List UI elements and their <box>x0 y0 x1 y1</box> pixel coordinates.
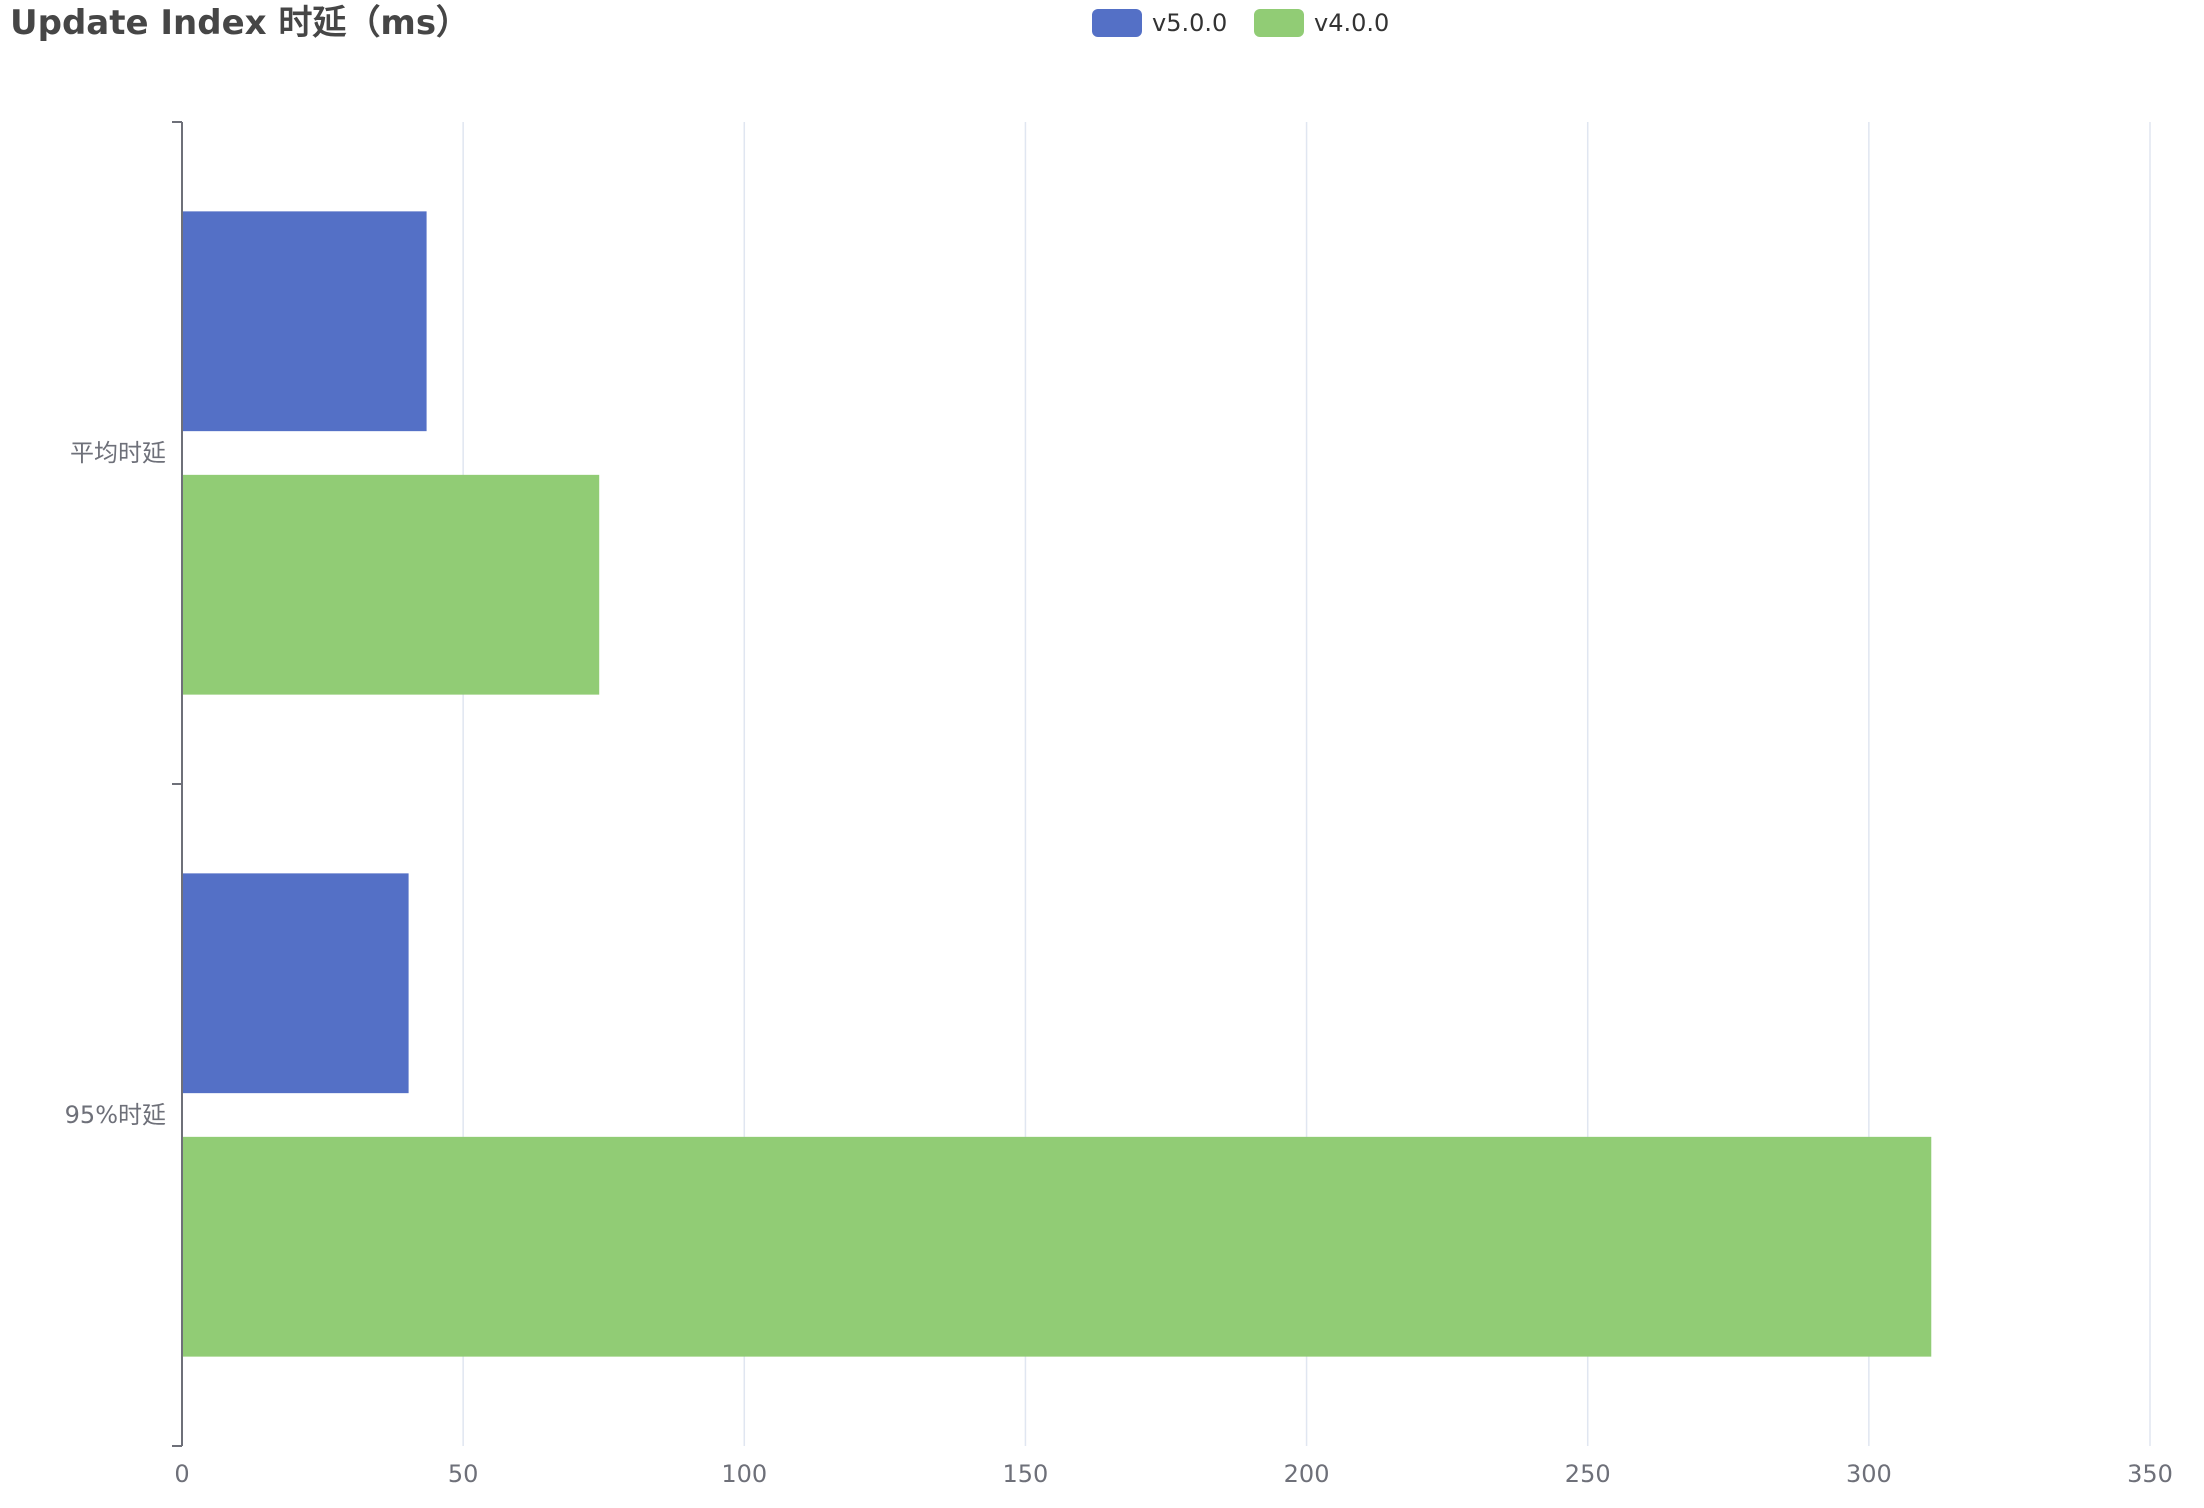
x-tick-label: 50 <box>448 1460 479 1488</box>
x-tick-label: 150 <box>1003 1460 1049 1488</box>
grid-lines <box>462 122 2151 1446</box>
legend-item-v4.0.0[interactable]: v4.0.0 <box>1254 9 1389 37</box>
category-label: 平均时延 <box>70 439 166 467</box>
bar-v4.0.0-0[interactable] <box>182 474 600 695</box>
legend[interactable]: v5.0.0 v4.0.0 <box>1092 9 1389 37</box>
legend-item-v5.0.0[interactable]: v5.0.0 <box>1092 9 1227 37</box>
x-tick-label: 100 <box>721 1460 767 1488</box>
legend-label: v4.0.0 <box>1314 9 1389 37</box>
x-tick-label: 0 <box>174 1460 189 1488</box>
category-label: 95%时延 <box>65 1101 166 1129</box>
x-tick-label: 350 <box>2127 1460 2173 1488</box>
bar-v5.0.0-0[interactable] <box>182 211 427 432</box>
chart-title: Update Index 时延（ms） <box>10 3 470 43</box>
legend-label: v5.0.0 <box>1152 9 1227 37</box>
bars <box>182 211 1932 1357</box>
bar-v5.0.0-1[interactable] <box>182 873 409 1094</box>
legend-swatch <box>1254 9 1304 37</box>
x-tick-label: 250 <box>1565 1460 1611 1488</box>
x-tick-label: 200 <box>1284 1460 1330 1488</box>
x-tick-label: 300 <box>1846 1460 1892 1488</box>
bar-v4.0.0-1[interactable] <box>182 1136 1932 1357</box>
axes: 0 50 100 150 200 250 300 350 平均时延 95%时延 <box>65 121 2173 1488</box>
legend-swatch <box>1092 9 1142 37</box>
